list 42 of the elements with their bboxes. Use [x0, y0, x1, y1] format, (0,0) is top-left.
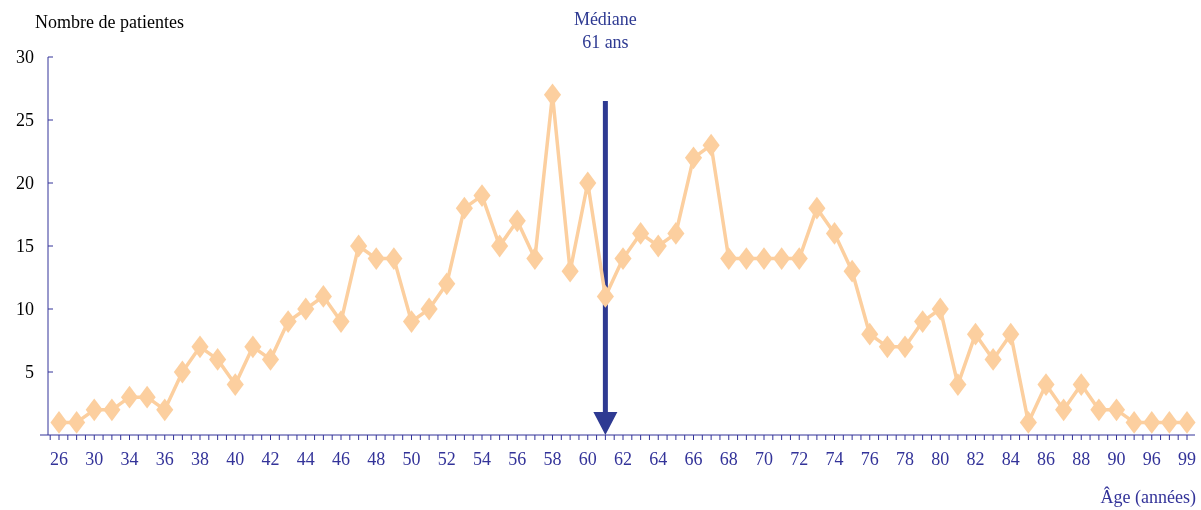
x-tick-label: 76 — [860, 449, 879, 469]
x-tick-label: 64 — [649, 449, 668, 469]
x-tick-label: 72 — [790, 449, 809, 469]
x-tick-label: 84 — [1001, 449, 1020, 469]
x-tick-label: 38 — [191, 449, 209, 469]
x-tick-label: 66 — [684, 449, 703, 469]
x-tick-label: 90 — [1107, 449, 1126, 469]
x-tick-label: 56 — [508, 449, 527, 469]
x-tick-label: 88 — [1072, 449, 1091, 469]
y-tick-label: 30 — [16, 47, 34, 68]
x-tick-label: 50 — [402, 449, 421, 469]
x-tick-label: 58 — [543, 449, 562, 469]
x-tick-label: 62 — [614, 449, 632, 469]
text: Médiane 61 ans — [573, 9, 637, 52]
x-tick-label: 60 — [578, 449, 597, 469]
x-axis-title: Âge (années) — [1100, 486, 1196, 508]
x-tick-label: 70 — [755, 449, 773, 469]
x-tick-label: 99 — [1178, 449, 1196, 469]
x-tick-label: 86 — [1037, 449, 1055, 469]
x-tick-label: 54 — [473, 449, 491, 469]
x-tick-label: 82 — [966, 449, 985, 469]
x-tick-label: 30 — [85, 449, 104, 469]
x-tick-label: 74 — [825, 449, 844, 469]
x-tick-label: 52 — [437, 449, 456, 469]
x-tick-label: 36 — [155, 449, 174, 469]
x-tick-label: 26 — [50, 449, 68, 469]
y-tick-label: 5 — [25, 362, 34, 383]
y-tick-label: 20 — [16, 173, 34, 194]
x-tick-label: 44 — [296, 449, 315, 469]
y-axis-title: Nombre de patientes — [35, 12, 184, 32]
y-tick-label: 10 — [16, 299, 34, 320]
x-tick-label: 48 — [367, 449, 386, 469]
y-tick-label: 25 — [16, 110, 34, 131]
x-tick-label: 42 — [261, 449, 280, 469]
x-tick-label: 40 — [226, 449, 245, 469]
x-tick-label: 80 — [931, 449, 950, 469]
x-tick-label: 68 — [719, 449, 738, 469]
x-tick-label: 34 — [120, 449, 139, 469]
x-tick-label: 78 — [896, 449, 914, 469]
x-tick-label: 46 — [332, 449, 350, 469]
x-tick-label: 96 — [1142, 449, 1161, 469]
y-tick-label: 15 — [16, 236, 34, 257]
